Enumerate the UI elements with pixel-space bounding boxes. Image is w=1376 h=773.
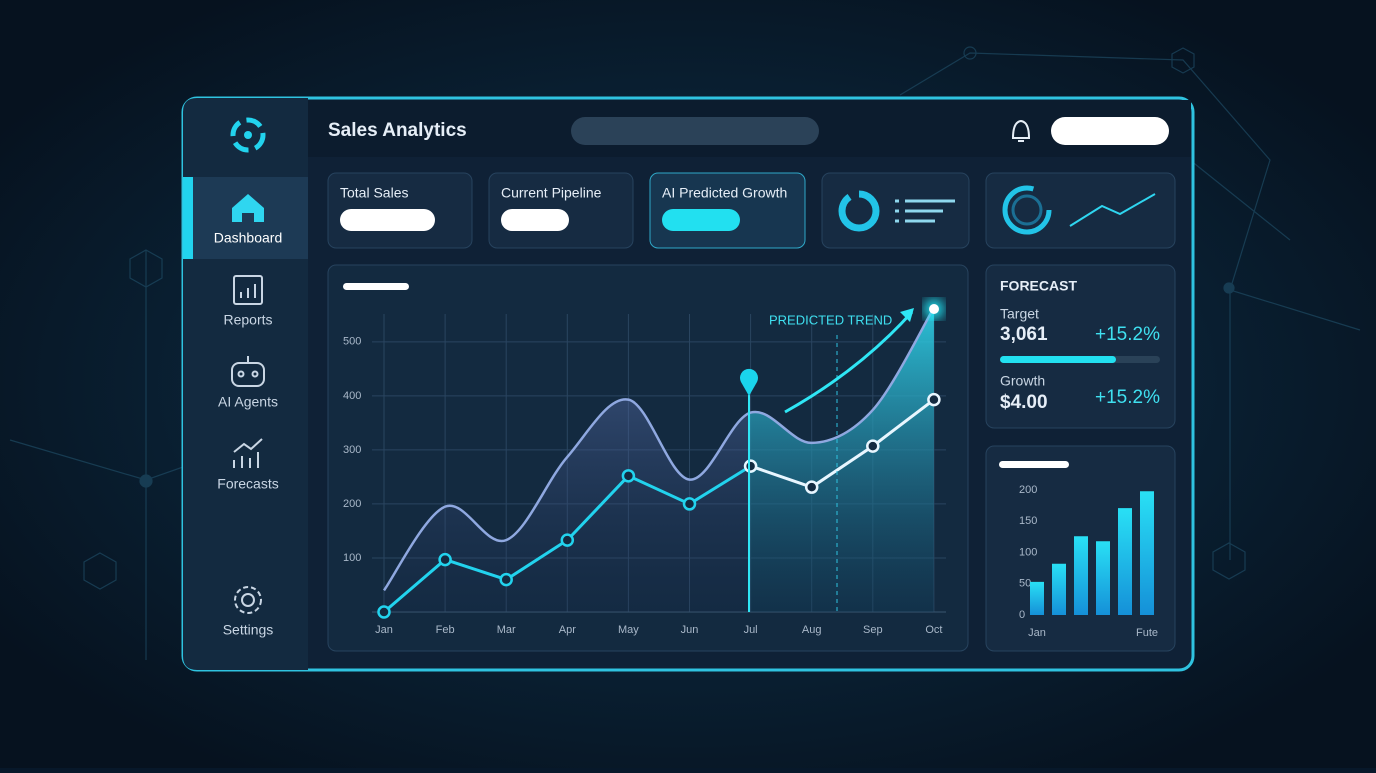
x-tick-label: Fute: [1136, 627, 1158, 639]
active-nav-indicator: [183, 177, 193, 259]
agents-icon: [231, 356, 265, 387]
card-value-placeholder: [501, 209, 569, 231]
x-tick-label: Jan: [1028, 627, 1046, 639]
reports-icon: [233, 275, 263, 305]
card-value-placeholder: [340, 209, 435, 231]
point: [866, 439, 880, 453]
chart-title-placeholder: [999, 461, 1069, 468]
point: [743, 459, 758, 473]
line: [750, 398, 935, 489]
point: [621, 469, 636, 483]
y-tick-label: 200: [343, 498, 361, 510]
forecast-value: $4.00: [1000, 392, 1048, 413]
forecast-change: +15.2%: [1095, 387, 1160, 408]
notification-icon[interactable]: [1011, 119, 1031, 142]
legend-icon: [895, 199, 955, 223]
main-chart: 100 200 300 400 500 Jan Feb Mar Apr May Jun Jul Aug S…: [343, 299, 946, 636]
point: [499, 572, 513, 587]
home-icon: [232, 194, 264, 222]
x-tick-label: Aug: [802, 624, 822, 636]
point: [377, 605, 391, 619]
card-label: Current Pipeline: [501, 185, 602, 201]
forecast-title: FORECAST: [1000, 278, 1077, 294]
y-tick-label: 400: [343, 390, 361, 402]
x-tick-label: Mar: [497, 624, 516, 636]
point: [438, 552, 452, 567]
donut-icon: [838, 190, 880, 232]
y-tick-label: 100: [1019, 546, 1037, 558]
point: [560, 533, 575, 547]
nav-item[interactable]: AI Agents: [218, 394, 278, 410]
x-tick-label: May: [618, 624, 639, 636]
bar: [1140, 491, 1154, 615]
bar: [1074, 536, 1088, 615]
search-bar[interactable]: [571, 117, 819, 145]
bar: [1030, 581, 1044, 615]
ring-icon: [1011, 194, 1043, 226]
active-nav-bg: [183, 177, 308, 259]
y-tick-label: 50: [1019, 578, 1031, 590]
nav-item[interactable]: Dashboard: [214, 230, 283, 246]
logo: [230, 117, 266, 153]
y-tick-label: 150: [1019, 515, 1037, 527]
profile-button[interactable]: [1051, 117, 1169, 145]
progress-fill: [1000, 356, 1116, 363]
x-tick-label: Jun: [681, 624, 699, 636]
x-tick-label: Sep: [863, 624, 883, 636]
bar: [1096, 541, 1110, 615]
card-value-placeholder: [662, 209, 740, 231]
x-tick-label: Apr: [559, 624, 576, 636]
trend-arrowhead: [900, 308, 914, 322]
y-tick-label: 300: [343, 444, 361, 456]
forecast-panel: [985, 264, 1176, 429]
trend-arrow: [784, 310, 914, 414]
kpi-cards: Total Sales Current Pipeline AI Predicte…: [327, 172, 1176, 249]
y-tick-label: 500: [343, 336, 361, 348]
pin: [740, 368, 758, 396]
forecasts-icon: [233, 438, 263, 468]
nav-item[interactable]: Forecasts: [217, 476, 278, 492]
card-label: AI Predicted Growth: [662, 185, 787, 201]
x-tick-label: Jan: [375, 624, 393, 636]
y-tick-label: 0: [1019, 609, 1025, 621]
settings-icon: [234, 586, 262, 614]
y-tick-label: 200: [1019, 484, 1037, 496]
predicted-area: [749, 307, 934, 612]
bar-chart: 0 50 100 150 200 Jan Fute: [1019, 484, 1158, 639]
ring-icon: [1002, 185, 1052, 235]
bar: [1118, 508, 1132, 615]
x-tick-label: Jul: [744, 624, 758, 636]
bar: [1052, 563, 1066, 615]
point: [927, 392, 941, 407]
x-tick-label: Feb: [436, 624, 455, 636]
sparkline-icon: [1069, 193, 1156, 227]
decor-network: [9, 46, 1361, 660]
y-tick-label: 100: [343, 552, 361, 564]
forecast-label: Growth: [1000, 373, 1045, 389]
forecast-label: Target: [1000, 306, 1039, 322]
forecast-change: +15.2%: [1095, 324, 1160, 345]
nav-item[interactable]: Reports: [223, 312, 272, 328]
page-title: Sales Analytics: [328, 120, 467, 141]
forecast-value: 3,061: [1000, 324, 1048, 345]
card-label: Total Sales: [340, 185, 408, 201]
glow-dot: [929, 304, 939, 314]
nav-item[interactable]: Settings: [223, 622, 274, 638]
point: [682, 497, 697, 511]
area-line: [382, 307, 935, 592]
point: [804, 480, 819, 494]
x-tick-label: Oct: [925, 624, 942, 636]
annotation: PREDICTED TREND: [769, 312, 892, 327]
chart-title-placeholder: [343, 283, 409, 290]
